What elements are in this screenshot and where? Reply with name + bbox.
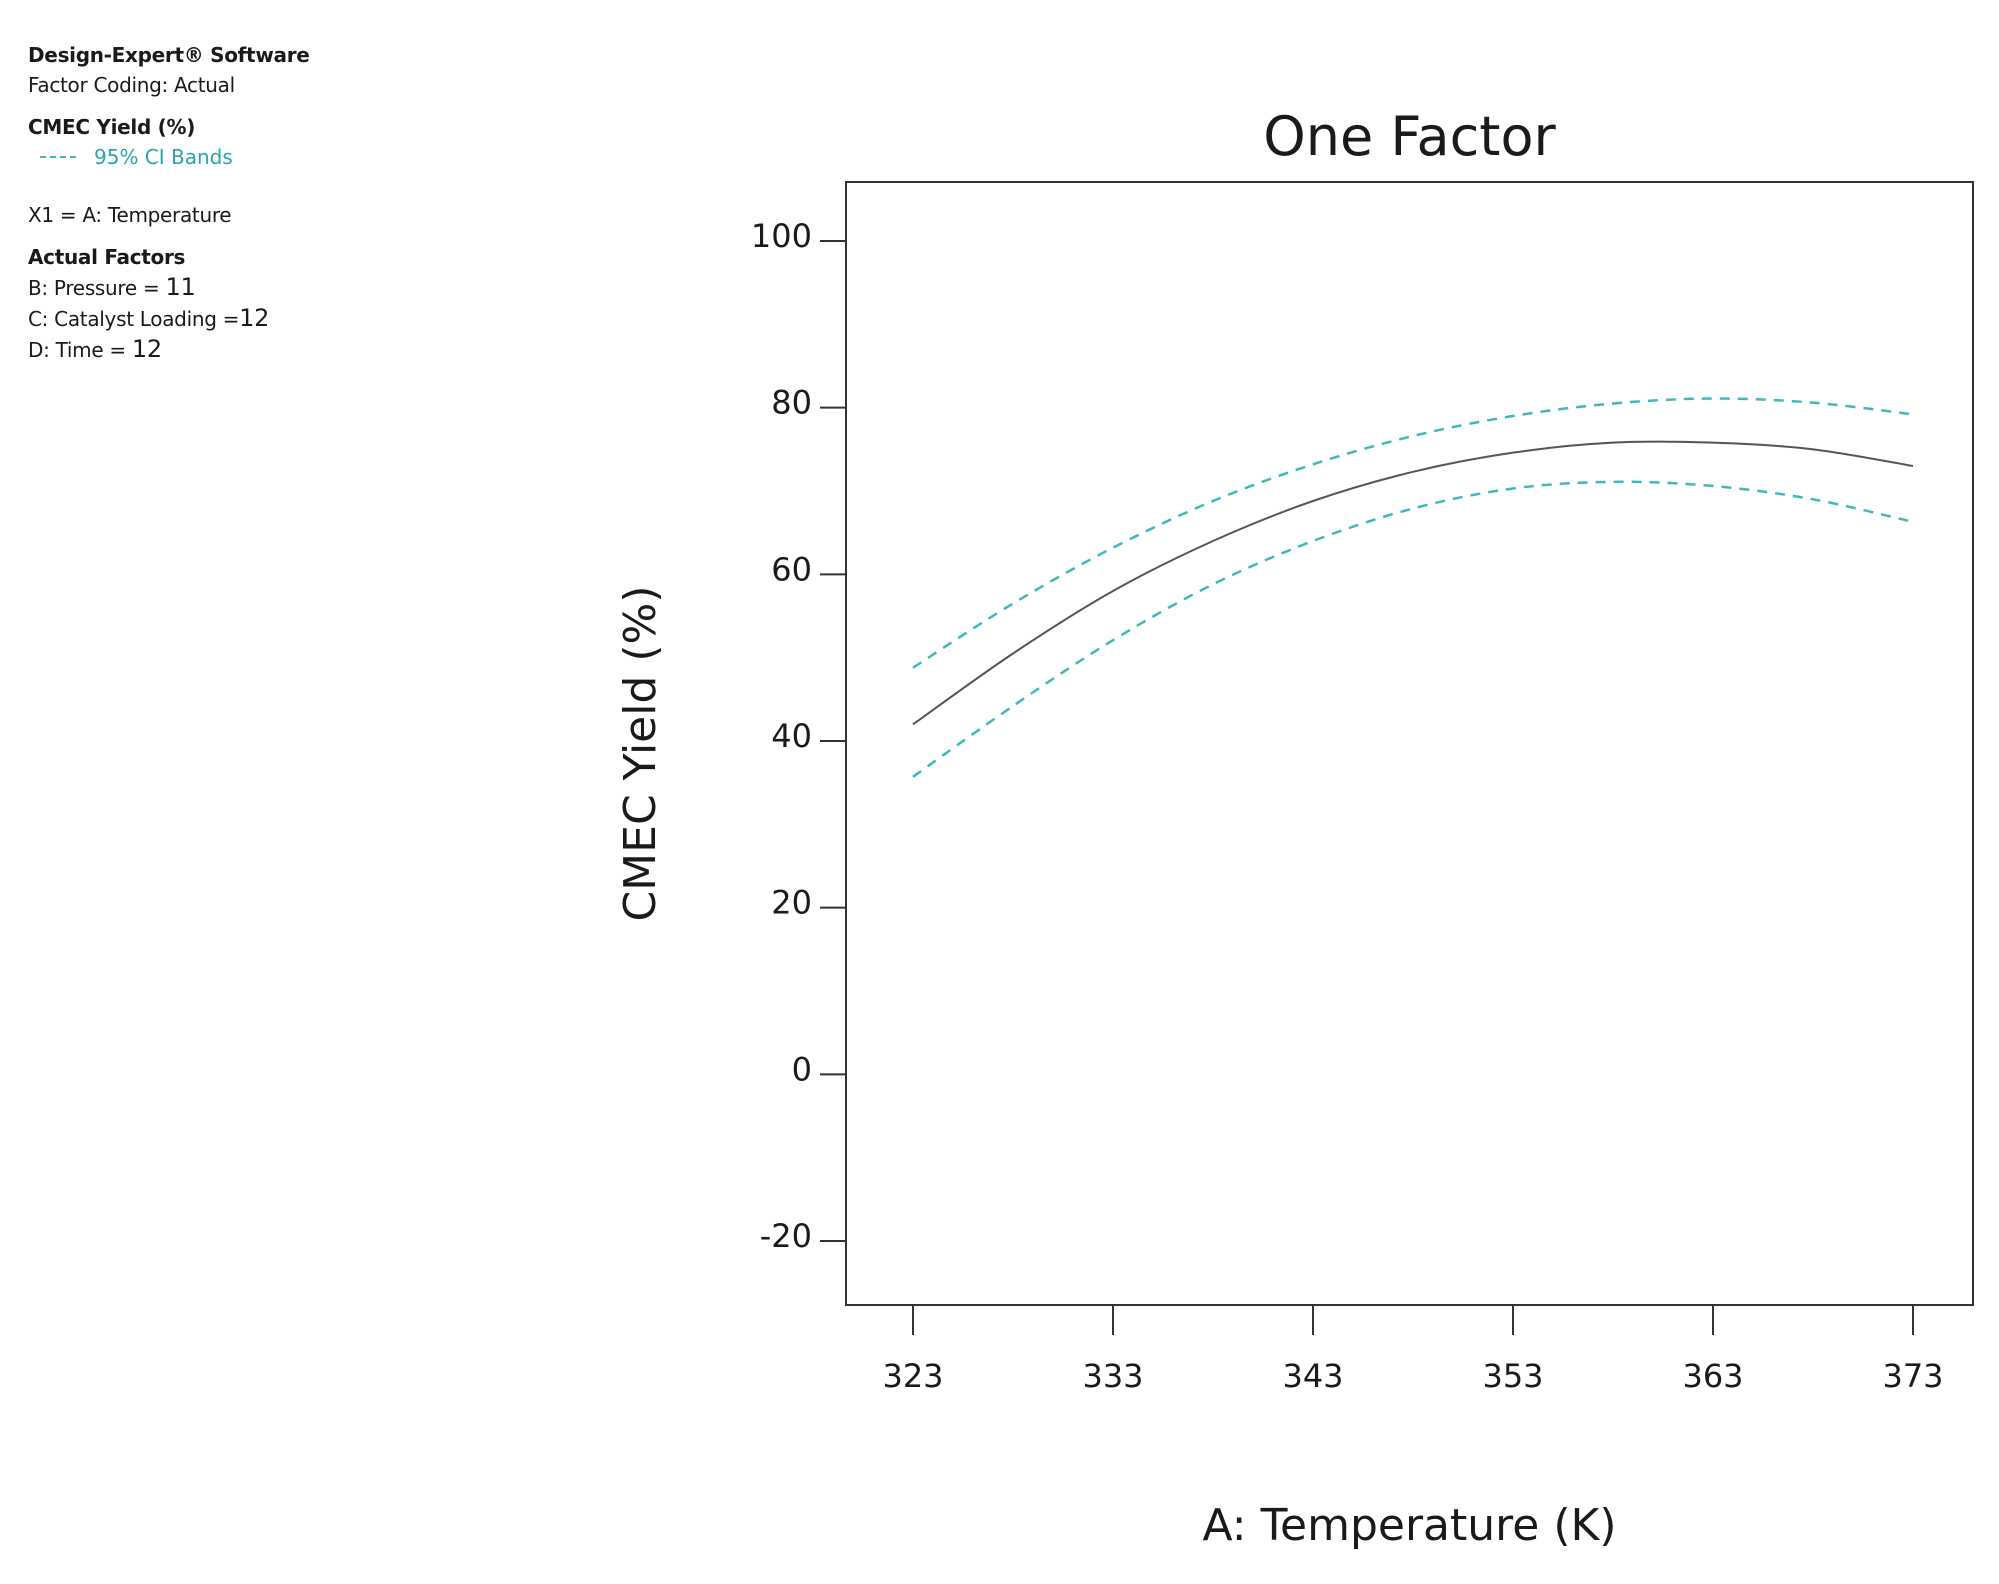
y-tick-label: 80 bbox=[771, 384, 812, 422]
ci-legend-label: 95% CI Bands bbox=[94, 145, 233, 169]
y-tick-label: 60 bbox=[771, 550, 812, 588]
factor-value: 12 bbox=[239, 304, 270, 332]
x-tick-label: 323 bbox=[882, 1357, 943, 1395]
x-tick-label: 333 bbox=[1082, 1357, 1143, 1395]
y-tick-label: -20 bbox=[760, 1217, 812, 1255]
factor-value: 11 bbox=[165, 273, 196, 301]
factor-pressure: B: Pressure = 11 bbox=[28, 272, 468, 303]
factor-catalyst-loading: C: Catalyst Loading =12 bbox=[28, 303, 468, 334]
x1-mapping: X1 = A: Temperature bbox=[28, 203, 232, 227]
ci-legend-entry: 95% CI Bands bbox=[28, 142, 468, 172]
y-tick-label: 20 bbox=[771, 884, 812, 922]
x-axis-label: A: Temperature (K) bbox=[1202, 1500, 1616, 1551]
factor-label: B: Pressure = bbox=[28, 276, 166, 300]
y-tick-label: 40 bbox=[771, 717, 812, 755]
y-axis-label: CMEC Yield (%) bbox=[615, 585, 666, 921]
software-name: Design-Expert® Software bbox=[28, 43, 310, 67]
x-tick-label: 353 bbox=[1482, 1357, 1543, 1395]
plot-frame bbox=[845, 181, 1974, 1306]
ci-upper-line bbox=[912, 397, 1914, 669]
dashed-line-icon bbox=[40, 156, 76, 158]
x-tick-label: 343 bbox=[1282, 1357, 1343, 1395]
factor-coding: Factor Coding: Actual bbox=[28, 73, 235, 97]
chart-title: One Factor bbox=[1263, 105, 1556, 168]
factor-value: 12 bbox=[131, 335, 162, 363]
x-tick-label: 373 bbox=[1882, 1357, 1943, 1395]
ci-lower-line bbox=[912, 480, 1914, 778]
predicted-line bbox=[912, 440, 1914, 726]
factor-label: D: Time = bbox=[28, 338, 132, 362]
legend-panel: Design-Expert® Software Factor Coding: A… bbox=[28, 40, 468, 365]
factor-time: D: Time = 12 bbox=[28, 334, 468, 365]
y-tick-label: 0 bbox=[792, 1050, 812, 1088]
actual-factors-heading: Actual Factors bbox=[28, 245, 186, 269]
x-tick-label: 363 bbox=[1682, 1357, 1743, 1395]
response-name: CMEC Yield (%) bbox=[28, 115, 196, 139]
factor-label: C: Catalyst Loading = bbox=[28, 307, 240, 331]
y-tick-label: 100 bbox=[751, 217, 812, 255]
